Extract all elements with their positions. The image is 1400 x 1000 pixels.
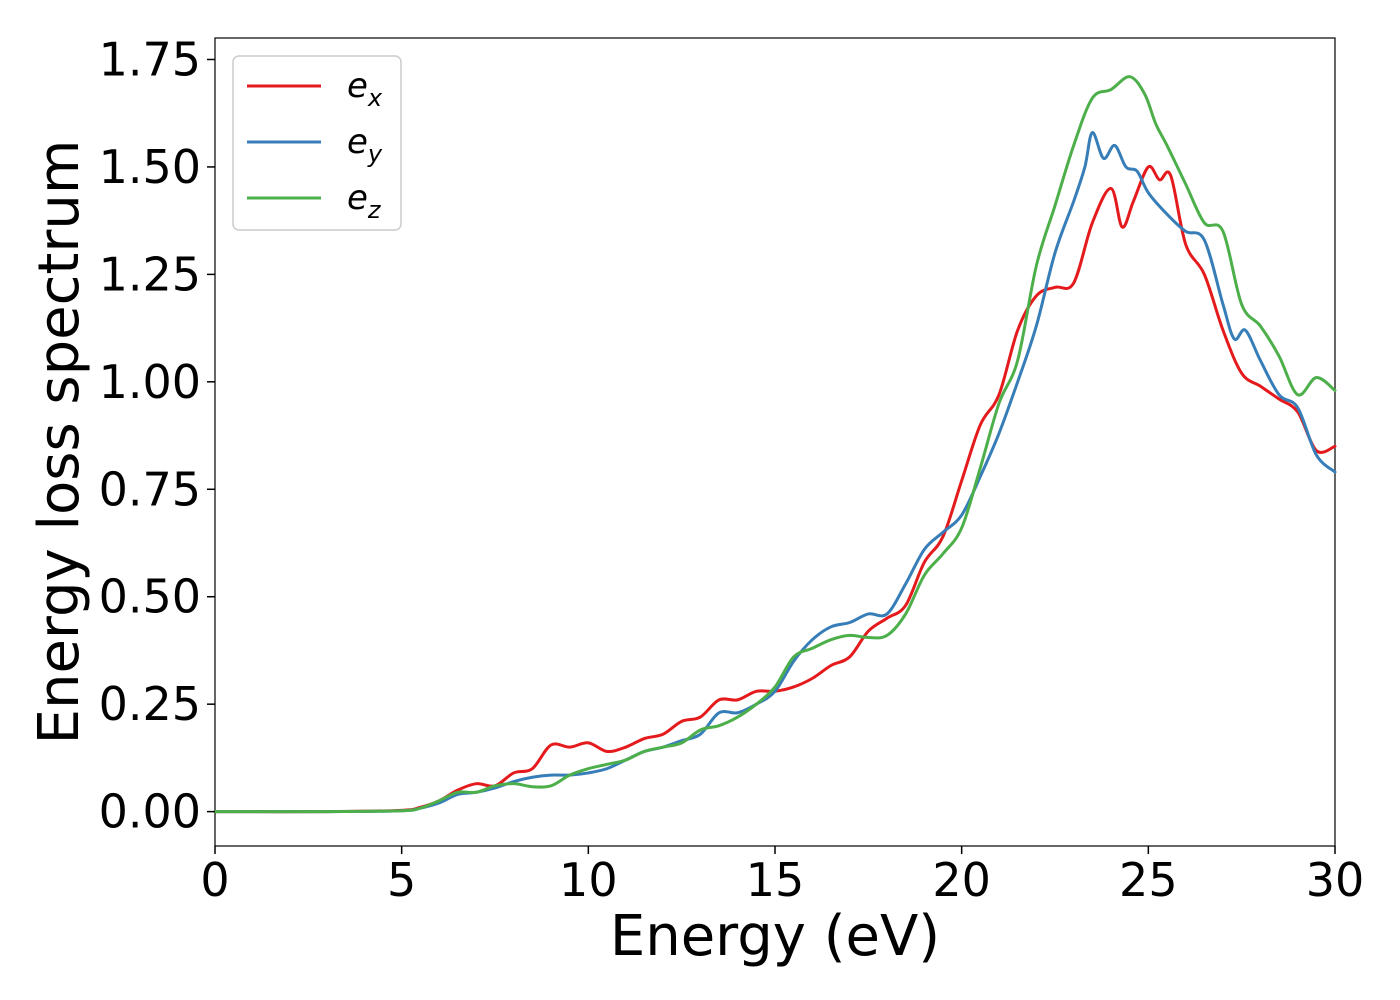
x-tick-label: 20 [932,853,991,907]
x-tick-label: 15 [746,853,805,907]
legend-label-y: ey [347,122,383,168]
x-tick-label: 5 [387,853,416,907]
y-axis-ticks: 0.00 0.25 0.50 0.75 1.00 1.25 1.50 1.75 [99,32,215,839]
series-line-y [213,131,1337,814]
y-tick-label: 1.50 [99,140,201,194]
y-tick-label: 0.75 [99,462,201,516]
y-tick-label: 1.00 [99,355,201,409]
y-axis-label: Energy loss spectrum [27,140,92,745]
legend: ex ey ez [232,55,402,231]
series-line-z [213,75,1337,814]
x-axis-label: Energy (eV) [610,904,940,969]
x-axis-ticks: 0 5 10 15 20 25 30 [200,846,1364,907]
y-tick-label: 0.00 [99,785,201,839]
y-tick-label: 0.25 [99,677,201,731]
x-tick-label: 0 [200,853,229,907]
y-tick-label: 1.75 [99,32,201,86]
legend-label-x: ex [347,66,383,112]
x-tick-label: 25 [1119,853,1178,907]
x-tick-label: 30 [1306,853,1365,907]
y-tick-label: 0.50 [99,570,201,624]
legend-label-z: ez [347,178,382,224]
x-tick-label: 10 [559,853,618,907]
series-layer [213,75,1337,814]
y-tick-label: 1.25 [99,247,201,301]
series-line-x [213,164,1337,814]
